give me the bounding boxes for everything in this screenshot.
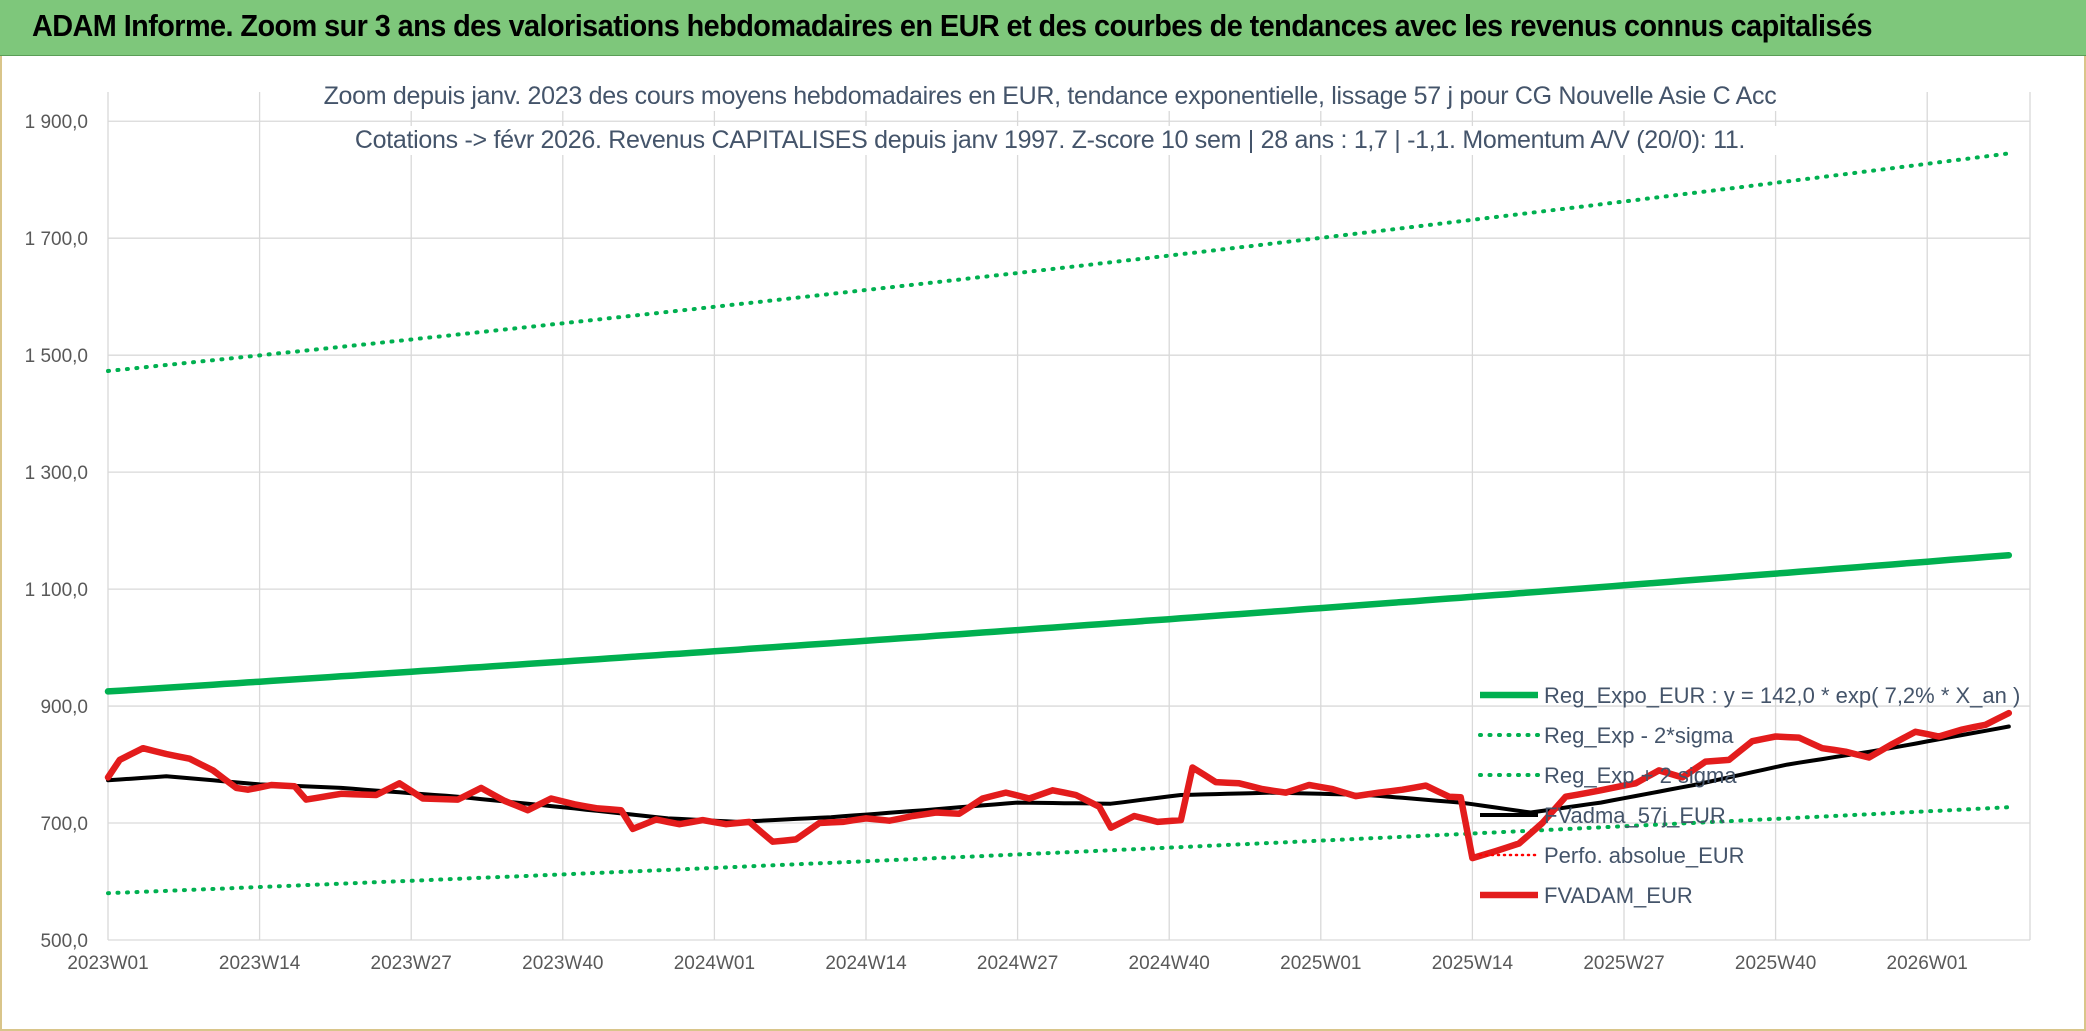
y-tick-label: 1 900,0 <box>25 112 88 133</box>
x-tick-label: 2024W14 <box>825 953 907 974</box>
series-line-reg-expo-eur-y-142-0-exp-7-2-x-an <box>104 551 2013 695</box>
x-tick-label: 2024W01 <box>674 953 755 974</box>
x-tick-label: 2026W01 <box>1887 953 1968 974</box>
report-title: ADAM Informe. Zoom sur 3 ans des valoris… <box>32 8 1872 43</box>
legend-label-reg-exp-2-sigma: Reg_Exp + 2 sigma <box>1544 763 1737 788</box>
y-tick-label: 1 300,0 <box>25 463 88 484</box>
chart-subtitle-line-2: Cotations -> févr 2026. Revenus CAPITALI… <box>300 126 1800 155</box>
x-tick-label: 2025W40 <box>1735 953 1816 974</box>
x-tick-label: 2024W27 <box>977 953 1058 974</box>
x-tick-label: 2023W01 <box>67 953 148 974</box>
legend-label-reg-exp-2-sigma: Reg_Exp - 2*sigma <box>1544 723 1734 748</box>
x-tick-label: 2023W40 <box>522 953 603 974</box>
y-tick-label: 1 700,0 <box>25 229 88 250</box>
y-tick-label: 900,0 <box>40 697 88 718</box>
series-line-fvadma-57j-eur <box>106 724 2011 824</box>
y-tick-label: 500,0 <box>40 931 88 952</box>
y-tick-label: 1 100,0 <box>25 580 88 601</box>
report-banner: ADAM Informe. Zoom sur 3 ans des valoris… <box>0 0 2086 56</box>
chart-frame <box>0 56 2086 1031</box>
y-tick-label: 700,0 <box>40 814 88 835</box>
legend-label-reg-expo-eur-y-142-0-exp-7-2-x-an: Reg_Expo_EUR : y = 142,0 * exp( 7,2% * X… <box>1544 683 2020 708</box>
series-line-reg-exp-2-sigma <box>106 805 2011 896</box>
x-tick-label: 2024W40 <box>1129 953 1210 974</box>
y-tick-label: 1 500,0 <box>25 346 88 367</box>
x-tick-label: 2023W14 <box>219 953 301 974</box>
x-tick-label: 2025W27 <box>1583 953 1664 974</box>
x-tick-label: 2023W27 <box>371 953 452 974</box>
chart-subtitle-line-1: Zoom depuis janv. 2023 des cours moyens … <box>300 82 1800 111</box>
legend-label-perfo-absolue-eur: Perfo. absolue_EUR <box>1544 843 1745 868</box>
legend-label-fvadam-eur: FVADAM_EUR <box>1544 883 1693 908</box>
x-tick-label: 2025W01 <box>1280 953 1361 974</box>
series-line-fvadam-eur <box>104 709 2013 862</box>
x-tick-label: 2025W14 <box>1432 953 1514 974</box>
series-line-reg-exp-2-sigma <box>106 151 2011 373</box>
legend-label-fvadma-57j-eur: FVadma_57j_EUR <box>1544 803 1726 828</box>
